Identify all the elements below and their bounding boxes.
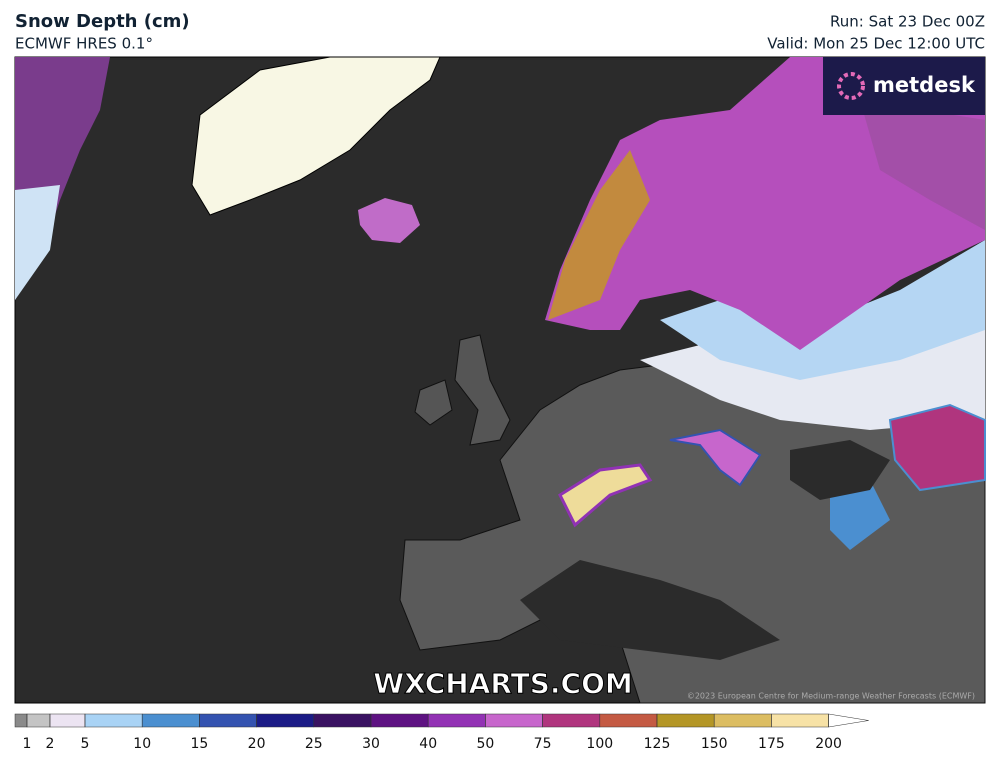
legend-label: 10 [133,736,151,752]
legend-swatch [713,713,772,728]
subtitle: ECMWF HRES 0.1° [15,35,153,53]
legend-label: 125 [644,736,671,752]
legend-swatch [599,713,658,728]
norway [548,150,650,320]
valid: Valid: Mon 25 Dec 12:00 UTC [767,35,985,53]
legend-swatch [84,713,143,728]
greenland [191,56,441,216]
britain [454,334,511,446]
legend-label: 15 [190,736,208,752]
legend-swatch [427,713,486,728]
legend-swatch [656,713,715,728]
black-sea [790,440,890,500]
alps [558,463,653,528]
caucasus [888,403,986,492]
legend-label: 75 [534,736,552,752]
legend-swatch [199,713,257,728]
carpathians [669,428,762,487]
legend-swatch [26,713,51,728]
copyright: ©2023 European Centre for Medium-range W… [687,692,975,701]
legend-label: 20 [248,736,266,752]
legend-swatch [771,713,829,728]
legend-label: 150 [701,736,728,752]
russia-north [860,100,985,230]
logo-icon [837,72,865,100]
legend-swatch [313,713,372,728]
title: Snow Depth (cm) [15,11,190,32]
snow-east [660,240,985,380]
legend-label: 30 [362,736,380,752]
legend-swatch [14,713,28,728]
land [15,185,60,300]
ireland [414,379,453,426]
legend-label: 40 [419,736,437,752]
legend-swatch [485,713,543,728]
legend-label: 5 [81,736,90,752]
turkey-snow [830,480,890,550]
logo: metdesk [873,73,976,97]
legend-label: 1 [23,736,32,752]
legend-label: 100 [586,736,613,752]
legend-swatch [370,713,429,728]
run: Run: Sat 23 Dec 00Z [830,13,985,31]
watermark: WXCHARTS.COM [373,667,633,700]
legend: 1 2 5 10 15 20 25 30 40 50 75 100 125 150 175 200 [14,713,869,752]
legend-label: 200 [815,736,842,752]
legend-swatch [256,713,315,728]
iceland [358,198,420,243]
legend-swatch [49,713,86,728]
logo-box [823,57,985,115]
legend-swatch [542,713,601,728]
legend-label: 2 [46,736,55,752]
legend-end [828,713,869,728]
legend-label: 25 [305,736,323,752]
legend-label: 175 [758,736,785,752]
legend-swatch [141,713,200,728]
legend-label: 50 [476,736,494,752]
mediterranean [520,560,780,660]
map: metdesk WXCHARTS.COM ©2023 European Cent… [14,56,986,704]
